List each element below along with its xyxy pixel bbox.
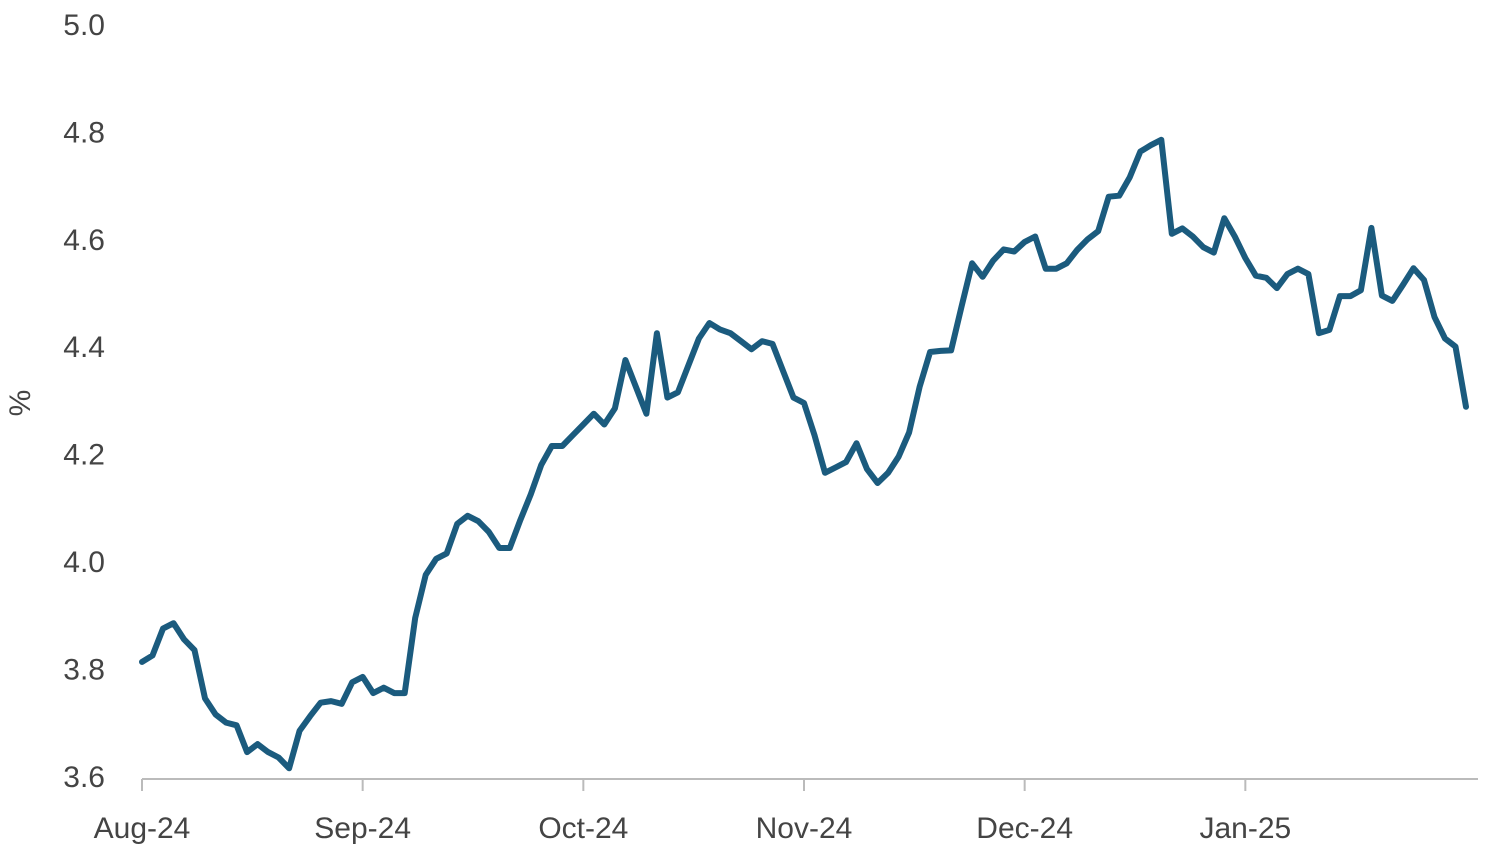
y-tick-label: 4.4 (63, 331, 105, 364)
y-axis-label: % (4, 390, 37, 417)
x-tick-label: Nov-24 (756, 812, 853, 845)
x-tick-label: Aug-24 (94, 812, 191, 845)
y-tick-label: 3.6 (63, 761, 105, 794)
x-tick-label: Dec-24 (976, 812, 1073, 845)
y-tick-label: 4.6 (63, 224, 105, 257)
x-tick-label: Oct-24 (538, 812, 628, 845)
y-tick-label: 4.8 (63, 116, 105, 149)
data-line (139, 136, 1469, 772)
y-tick-label: 4.0 (63, 546, 105, 579)
x-tick-label: Sep-24 (314, 812, 411, 845)
y-tick-label: 5.0 (63, 9, 105, 42)
x-tick-label: Jan-25 (1199, 812, 1291, 845)
y-tick-label: 3.8 (63, 653, 105, 686)
y-tick-label: 4.2 (63, 439, 105, 472)
